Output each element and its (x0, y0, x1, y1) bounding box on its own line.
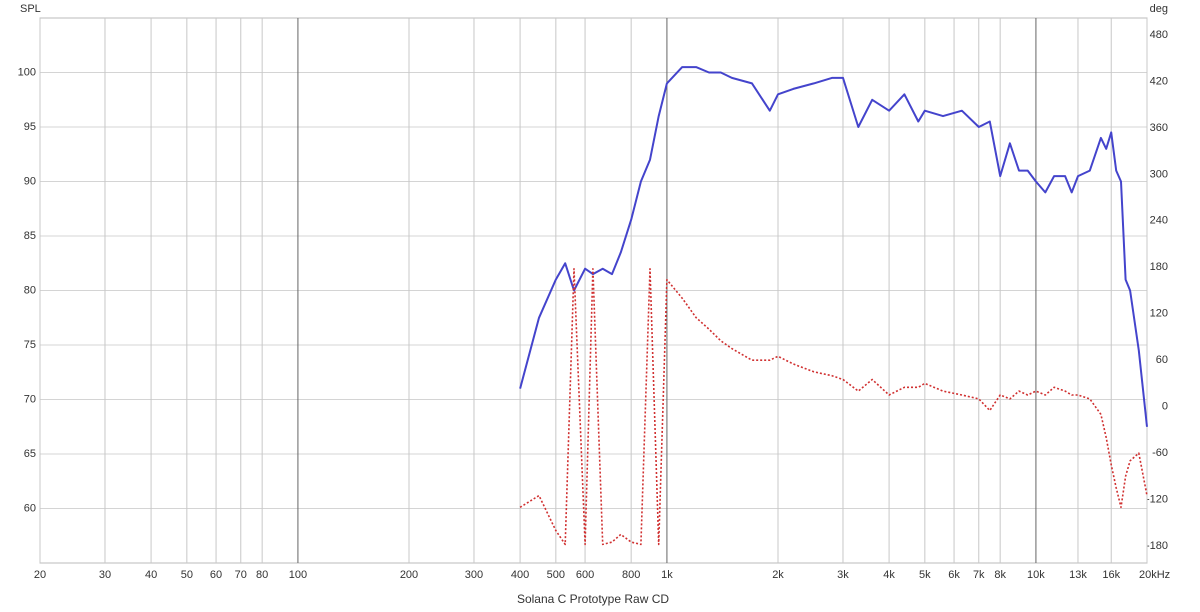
x-tick-label: 800 (622, 569, 640, 581)
x-tick-label: 70 (235, 569, 247, 581)
x-tick-label: 400 (511, 569, 529, 581)
x-tick-label: 100 (289, 569, 307, 581)
x-tick-label: 4k (883, 569, 895, 581)
x-tick-label: 500 (547, 569, 565, 581)
x-tick-label: 60 (210, 569, 222, 581)
x-tick-label: 6k (948, 569, 960, 581)
y2-tick-label: 180 (1150, 261, 1168, 273)
y-tick-label: 100 (18, 66, 36, 78)
x-tick-label: 5k (919, 569, 931, 581)
x-tick-label: 30 (99, 569, 111, 581)
x-tick-label: 7k (973, 569, 985, 581)
y2-tick-label: 60 (1156, 354, 1168, 366)
y-tick-label: 95 (24, 121, 36, 133)
series-line (519, 66, 1148, 427)
x-tick-label: 1k (661, 569, 673, 581)
y-tick-label: 80 (24, 284, 36, 296)
x-tick-label: 20kHz (1139, 569, 1170, 581)
y2-tick-label: -180 (1146, 540, 1168, 552)
y2-tick-label: 240 (1150, 215, 1168, 227)
y-tick-label: 75 (24, 339, 36, 351)
y-tick-label: 85 (24, 230, 36, 242)
y2-axis-label: deg (1150, 3, 1168, 15)
y2-tick-label: 120 (1150, 308, 1168, 320)
x-tick-label: 13k (1069, 569, 1087, 581)
x-tick-label: 200 (400, 569, 418, 581)
y2-tick-label: 480 (1150, 29, 1168, 41)
x-tick-label: 50 (181, 569, 193, 581)
y-tick-label: 90 (24, 175, 36, 187)
x-tick-label: 2k (772, 569, 784, 581)
y2-tick-label: -60 (1152, 447, 1168, 459)
y-tick-label: 65 (24, 448, 36, 460)
x-tick-label: 8k (994, 569, 1006, 581)
x-tick-label: 16k (1102, 569, 1120, 581)
x-tick-label: 3k (837, 569, 849, 581)
x-tick-label: 40 (145, 569, 157, 581)
x-tick-label: 300 (465, 569, 483, 581)
x-tick-label: 600 (576, 569, 594, 581)
y2-tick-label: -120 (1146, 493, 1168, 505)
y2-tick-label: 420 (1150, 75, 1168, 87)
y2-tick-label: 0 (1162, 401, 1168, 413)
series-line (519, 268, 1148, 546)
y2-tick-label: 360 (1150, 122, 1168, 134)
x-tick-label: 80 (256, 569, 268, 581)
y-axis-label: SPL (20, 3, 41, 15)
y-tick-label: 60 (24, 502, 36, 514)
x-tick-label: 20 (34, 569, 46, 581)
y-tick-label: 70 (24, 393, 36, 405)
x-axis-label: Solana C Prototype Raw CD (517, 592, 669, 606)
y2-tick-label: 300 (1150, 168, 1168, 180)
x-tick-label: 10k (1027, 569, 1045, 581)
